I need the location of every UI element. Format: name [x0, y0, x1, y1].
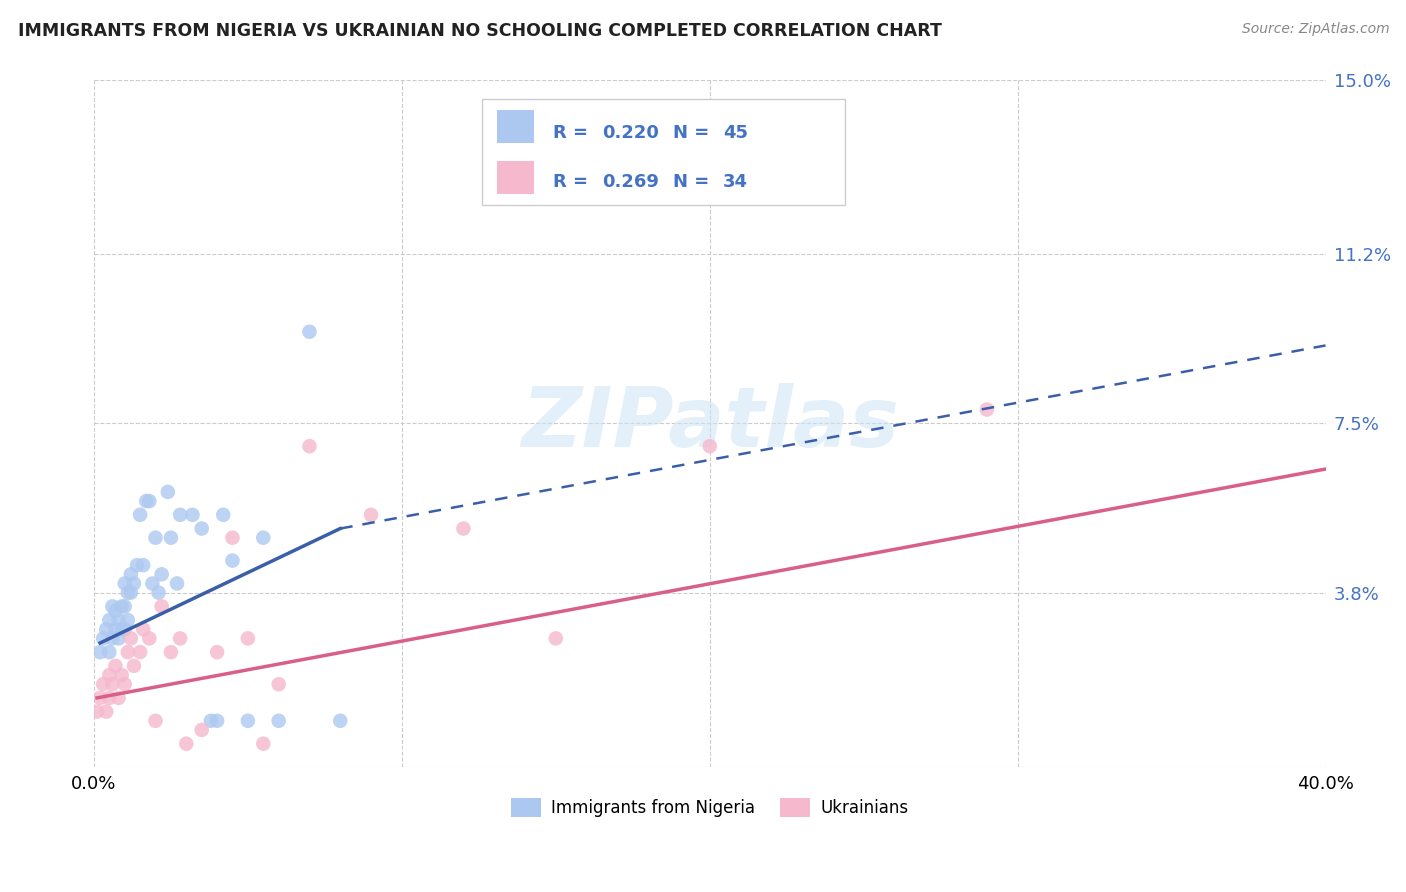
- Text: ZIPatlas: ZIPatlas: [520, 383, 898, 464]
- Point: [145, 714, 167, 728]
- Point: [138, 494, 160, 508]
- Point: [298, 325, 321, 339]
- Point: [86, 705, 108, 719]
- Point: [111, 599, 134, 614]
- Point: [129, 508, 152, 522]
- Text: N =: N =: [673, 172, 716, 191]
- Text: R =: R =: [554, 124, 595, 142]
- Point: [122, 576, 145, 591]
- Legend: Immigrants from Nigeria, Ukrainians: Immigrants from Nigeria, Ukrainians: [505, 791, 915, 823]
- Point: [111, 668, 134, 682]
- Point: [98, 668, 121, 682]
- Point: [176, 737, 198, 751]
- Point: [107, 613, 129, 627]
- Point: [125, 558, 148, 573]
- Point: [104, 658, 127, 673]
- Point: [166, 576, 188, 591]
- Point: [96, 705, 118, 719]
- Text: 0.269: 0.269: [603, 172, 659, 191]
- Point: [101, 677, 124, 691]
- Point: [138, 632, 160, 646]
- Point: [360, 508, 382, 522]
- Point: [96, 622, 118, 636]
- Point: [252, 737, 274, 751]
- Point: [145, 531, 167, 545]
- Point: [156, 484, 179, 499]
- Point: [89, 645, 111, 659]
- Point: [221, 553, 243, 567]
- Point: [98, 613, 121, 627]
- Point: [200, 714, 222, 728]
- Point: [169, 632, 191, 646]
- Point: [453, 522, 475, 536]
- Point: [98, 645, 121, 659]
- Point: [190, 723, 212, 737]
- Point: [699, 439, 721, 453]
- Point: [120, 567, 142, 582]
- Point: [122, 658, 145, 673]
- Point: [190, 522, 212, 536]
- Point: [101, 632, 124, 646]
- Point: [114, 599, 136, 614]
- Point: [221, 531, 243, 545]
- Point: [107, 690, 129, 705]
- Point: [135, 494, 157, 508]
- Point: [236, 632, 259, 646]
- Point: [544, 632, 567, 646]
- Point: [141, 576, 163, 591]
- Text: 45: 45: [723, 124, 748, 142]
- Point: [104, 604, 127, 618]
- Point: [114, 622, 136, 636]
- FancyBboxPatch shape: [496, 111, 534, 144]
- Point: [150, 599, 173, 614]
- Text: R =: R =: [554, 172, 595, 191]
- Text: Source: ZipAtlas.com: Source: ZipAtlas.com: [1241, 22, 1389, 37]
- Point: [117, 613, 139, 627]
- Text: N =: N =: [673, 124, 716, 142]
- Point: [150, 567, 173, 582]
- Point: [132, 622, 155, 636]
- Point: [101, 599, 124, 614]
- Point: [205, 714, 228, 728]
- Text: IMMIGRANTS FROM NIGERIA VS UKRAINIAN NO SCHOOLING COMPLETED CORRELATION CHART: IMMIGRANTS FROM NIGERIA VS UKRAINIAN NO …: [18, 22, 942, 40]
- Point: [212, 508, 235, 522]
- FancyBboxPatch shape: [496, 161, 534, 194]
- Point: [117, 585, 139, 599]
- Point: [252, 531, 274, 545]
- Point: [120, 632, 142, 646]
- Point: [160, 531, 183, 545]
- Point: [91, 677, 114, 691]
- Point: [160, 645, 183, 659]
- Point: [129, 645, 152, 659]
- Point: [169, 508, 191, 522]
- Point: [148, 585, 170, 599]
- Point: [181, 508, 204, 522]
- Point: [107, 632, 129, 646]
- Point: [205, 645, 228, 659]
- Point: [114, 677, 136, 691]
- Text: 0.220: 0.220: [603, 124, 659, 142]
- Point: [236, 714, 259, 728]
- Point: [132, 558, 155, 573]
- Point: [298, 439, 321, 453]
- Point: [976, 402, 998, 417]
- Point: [120, 585, 142, 599]
- Point: [104, 622, 127, 636]
- Point: [117, 645, 139, 659]
- Text: 34: 34: [723, 172, 748, 191]
- Point: [267, 677, 290, 691]
- FancyBboxPatch shape: [482, 98, 845, 205]
- Point: [329, 714, 352, 728]
- Point: [267, 714, 290, 728]
- Point: [91, 632, 114, 646]
- Point: [114, 576, 136, 591]
- Point: [89, 690, 111, 705]
- Point: [98, 690, 121, 705]
- Point: [111, 622, 134, 636]
